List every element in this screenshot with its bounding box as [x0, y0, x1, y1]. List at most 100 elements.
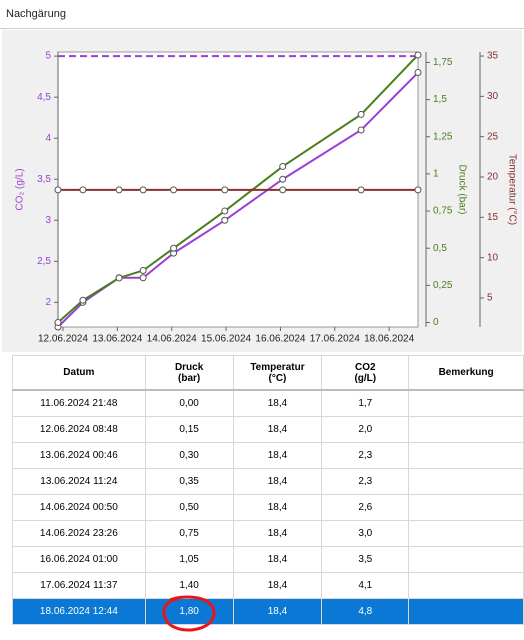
tick-label: 30: [487, 91, 499, 102]
tab-bar: Nachgärung: [0, 0, 524, 29]
tick-label: 1,25: [433, 131, 453, 142]
tick-label: 4,5: [37, 92, 51, 103]
data-point: [357, 186, 365, 194]
header-text: Temperatur: [250, 361, 305, 373]
tick-label: 0,75: [433, 206, 453, 217]
table-cell: 18,4: [232, 572, 323, 599]
header-text: CO2: [355, 361, 376, 373]
table-cell: 2,0: [321, 416, 410, 443]
table-cell: 18,4: [232, 389, 323, 417]
x-tick-label: 14.06.2024: [147, 334, 197, 345]
data-point: [357, 126, 365, 134]
data-point: [79, 296, 87, 304]
table-cell: 18,4: [232, 494, 323, 521]
header-text: Bemerkung: [438, 367, 494, 378]
column-header[interactable]: Bemerkung: [408, 355, 524, 391]
data-point: [414, 51, 422, 59]
table-cell: 2,6: [321, 494, 410, 521]
tick-label: 10: [487, 252, 499, 263]
tick-label: 5: [487, 293, 493, 304]
tick-label: 35: [487, 51, 499, 62]
data-point: [139, 186, 147, 194]
tick-label: 0: [433, 317, 439, 328]
data-point: [221, 186, 229, 194]
table-row[interactable]: 14.06.2024 23:26 0,75 18,4 3,0: [12, 520, 524, 547]
table-cell: [408, 416, 524, 443]
data-point: [115, 186, 123, 194]
table-cell: 18.06.2024 12:44: [12, 598, 146, 625]
table-cell: 3,0: [321, 520, 410, 547]
column-header[interactable]: Temperatur (°C): [232, 355, 323, 391]
data-point: [170, 186, 178, 194]
table-cell: 4,8: [321, 598, 410, 625]
table-cell: [408, 598, 524, 625]
data-point: [139, 267, 147, 275]
x-tick-label: 17.06.2024: [310, 334, 360, 345]
table-cell: 16.06.2024 01:00: [12, 546, 146, 573]
data-point: [279, 175, 287, 183]
chart: 2 2,5 3 3,5 4 4,5 5 CO₂ (g/L) 0 0,25 0,5 0,75 1 1,25 1…: [15, 51, 518, 345]
column-header[interactable]: CO2 (g/L): [321, 355, 410, 391]
tick-label: 5: [45, 51, 51, 62]
data-point: [221, 207, 229, 215]
tick-label: 0,25: [433, 280, 453, 291]
tick-label: 1,5: [433, 94, 447, 105]
column-header[interactable]: Druck (bar): [144, 355, 234, 391]
table-row[interactable]: 13.06.2024 11:24 0,35 18,4 2,3: [12, 468, 524, 495]
data-point: [221, 216, 229, 224]
header-text: (bar): [178, 372, 201, 384]
data-point: [170, 244, 178, 252]
table-cell: 0,50: [144, 494, 234, 521]
table-cell: 18,4: [232, 520, 323, 547]
table-cell: 1,40: [144, 572, 234, 599]
table-cell: [408, 572, 524, 599]
x-tick-label: 18.06.2024: [364, 334, 414, 345]
table-cell: [408, 520, 524, 547]
table-cell: 18,4: [232, 598, 323, 625]
table-cell: 18,4: [232, 468, 323, 495]
tick-label: 1,75: [433, 57, 453, 68]
table-cell: 2,3: [321, 442, 410, 469]
axis-title: CO₂ (g/L): [15, 168, 26, 210]
table-row[interactable]: 17.06.2024 11:37 1,40 18,4 4,1: [12, 572, 524, 599]
x-tick-label: 12.06.2024: [38, 334, 88, 345]
table-cell: 0,15: [144, 416, 234, 443]
table-cell: 0,35: [144, 468, 234, 495]
header-text: (°C): [268, 372, 287, 384]
table-cell: 3,5: [321, 546, 410, 573]
data-point: [279, 186, 287, 194]
tick-label: 2,5: [37, 256, 51, 267]
tab[interactable]: Nachgärung: [6, 8, 66, 20]
table-cell: 4,1: [321, 572, 410, 599]
table-row[interactable]: 18.06.2024 12:44 1,80 18,4 4,8: [12, 598, 524, 625]
table-cell: 0,30: [144, 442, 234, 469]
table-cell: 11.06.2024 21:48: [12, 389, 146, 417]
table-cell: [408, 546, 524, 573]
data-point: [139, 274, 147, 282]
data-point: [115, 274, 123, 282]
column-header[interactable]: Datum: [12, 355, 146, 391]
tick-label: 25: [487, 131, 499, 142]
data-point: [414, 186, 422, 194]
data-point: [54, 319, 62, 327]
table-cell: 18,4: [232, 416, 323, 443]
table-cell: [408, 442, 524, 469]
table-cell: 0,00: [144, 389, 234, 417]
x-tick-label: 16.06.2024: [255, 334, 305, 345]
axis-title: Druck (bar): [456, 164, 467, 214]
table-cell: 0,75: [144, 520, 234, 547]
table-row[interactable]: 14.06.2024 00:50 0,50 18,4 2,6: [12, 494, 524, 521]
axis-title: Temperatur (°C): [506, 154, 517, 225]
table-row[interactable]: 16.06.2024 01:00 1,05 18,4 3,5: [12, 546, 524, 573]
x-tick-label: 13.06.2024: [92, 334, 142, 345]
table-cell: 18,4: [232, 442, 323, 469]
header-text: (g/L): [354, 372, 377, 384]
tick-label: 2: [45, 297, 51, 308]
table-cell: 12.06.2024 08:48: [12, 416, 146, 443]
table-row[interactable]: 12.06.2024 08:48 0,15 18,4 2,0: [12, 416, 524, 443]
tick-label: 15: [487, 212, 499, 223]
tick-label: 0,5: [433, 243, 447, 254]
table-row[interactable]: 11.06.2024 21:48 0,00 18,4 1,7: [12, 389, 524, 417]
table-row[interactable]: 13.06.2024 00:46 0,30 18,4 2,3: [12, 442, 524, 469]
